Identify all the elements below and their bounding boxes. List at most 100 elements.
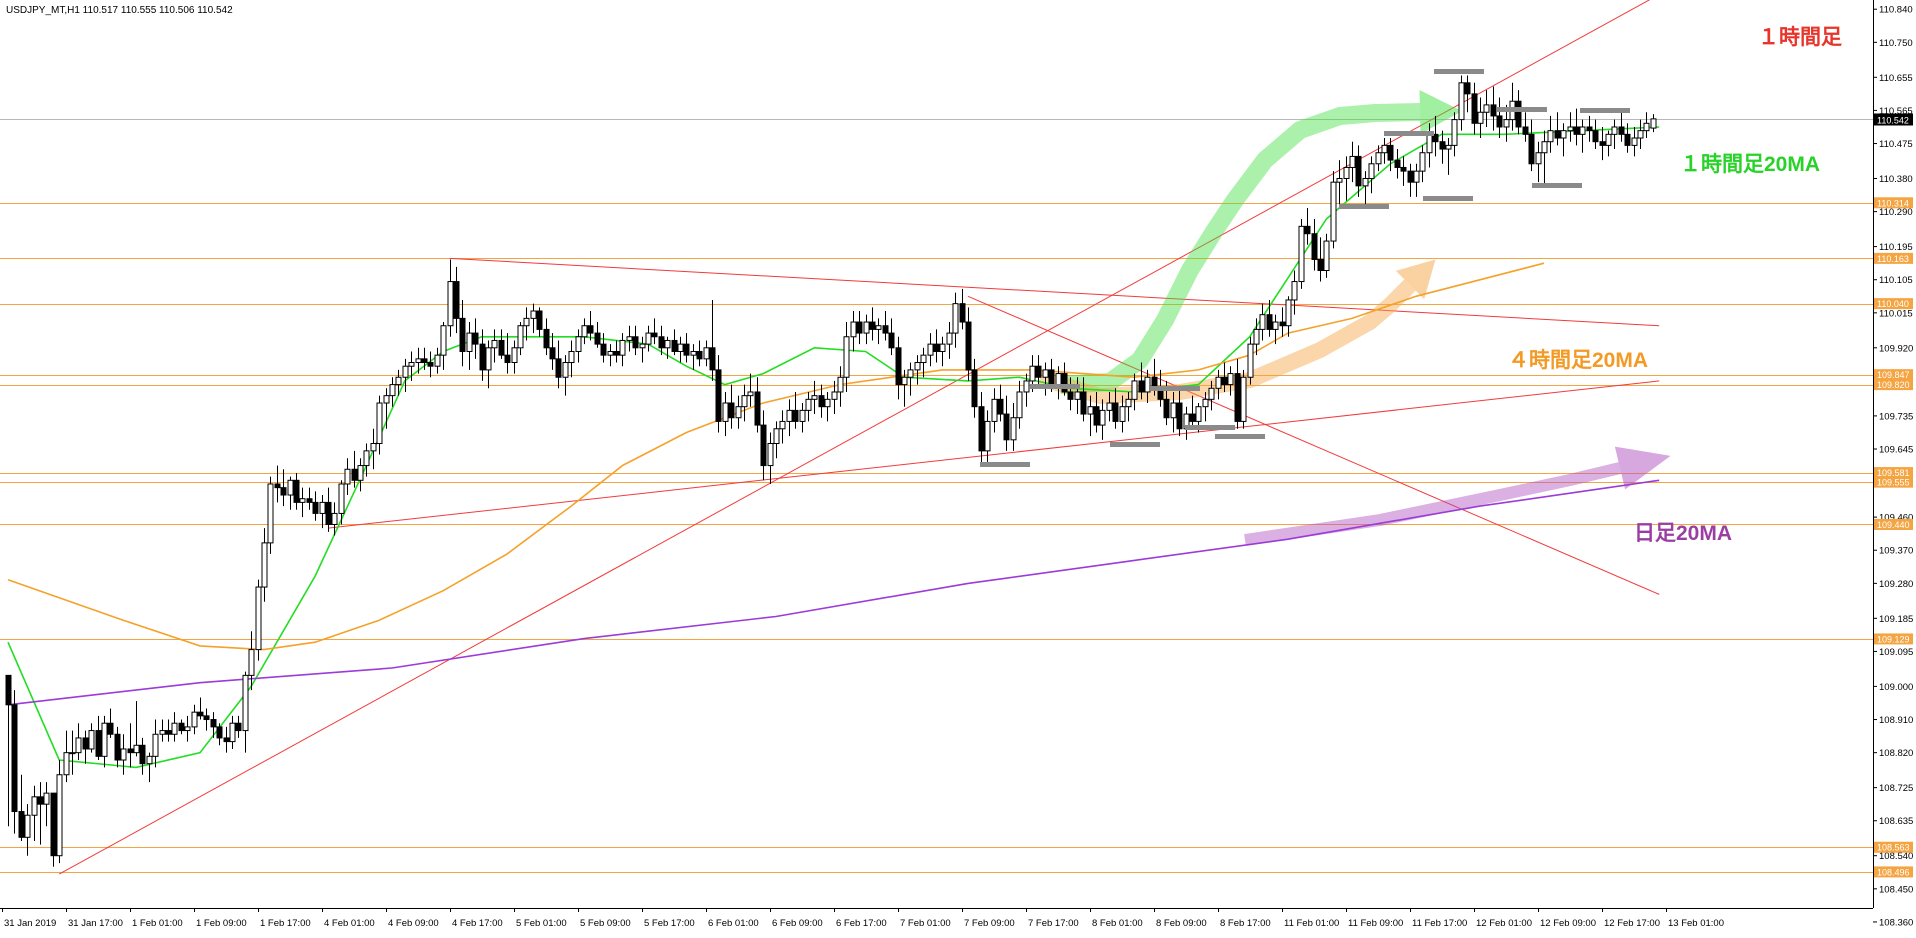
candle-body	[472, 332, 479, 345]
x-tick-label: 8 Feb 17:00	[1220, 918, 1271, 929]
candle-body	[543, 328, 550, 349]
candle-body	[415, 358, 422, 364]
y-tick-label: 110.565	[1879, 106, 1913, 117]
candle-body	[568, 350, 575, 364]
candle-body	[837, 376, 844, 393]
current-price-label-bg	[1874, 113, 1913, 126]
candle-body	[818, 395, 825, 408]
candle-body	[773, 428, 780, 444]
candle-body	[779, 420, 786, 430]
x-tick-label: 7 Feb 17:00	[1028, 918, 1079, 929]
level-label: 110.163	[1877, 254, 1909, 264]
candle-body	[210, 719, 217, 728]
candle-body	[139, 744, 146, 765]
candle-body	[581, 325, 588, 338]
candle-body	[127, 748, 134, 754]
y-tick-label: 109.000	[1879, 682, 1913, 693]
level-label-bg	[1874, 866, 1913, 878]
candle-body	[1291, 281, 1298, 301]
candle-body	[351, 468, 358, 481]
candle-body	[1567, 126, 1574, 132]
y-tick-label: 109.645	[1879, 445, 1913, 456]
y-tick-label: 108.450	[1879, 884, 1913, 895]
candle-body	[517, 325, 524, 349]
candle-body	[754, 391, 761, 426]
candle-body	[1605, 133, 1612, 146]
candle-body	[1496, 115, 1503, 128]
candle-body	[971, 369, 978, 408]
candle-body	[594, 332, 601, 345]
candle-body	[1483, 104, 1490, 113]
candle-body	[434, 354, 441, 367]
candle-body	[191, 711, 198, 728]
annotation-1h-20ma: １時間足20MA	[1680, 152, 1820, 176]
candle-body	[1528, 133, 1535, 165]
candle-body	[978, 406, 985, 452]
candle-body	[626, 336, 633, 341]
candle-body	[1394, 159, 1401, 168]
candle-body	[1387, 144, 1394, 161]
candle-body	[223, 737, 230, 743]
candle-body	[562, 362, 569, 378]
candle-body	[1304, 225, 1311, 235]
candle-body	[1624, 133, 1631, 146]
candle-body	[824, 398, 831, 408]
candle-body	[504, 354, 511, 364]
level-label-bg	[1874, 252, 1913, 264]
candle-body	[1586, 126, 1593, 132]
highlight-arrows	[1037, 90, 1671, 546]
candle-body	[1080, 391, 1087, 415]
candle-body	[1298, 225, 1305, 283]
candle-body	[491, 339, 498, 349]
swing-marker	[1384, 131, 1434, 136]
candle-body	[1432, 133, 1439, 143]
candle-body	[1010, 417, 1017, 441]
candle-body	[690, 350, 697, 356]
candle-body	[453, 281, 460, 319]
candle-body	[587, 325, 594, 334]
x-tick-label: 5 Feb 01:00	[516, 918, 567, 929]
candle-body	[530, 310, 537, 319]
candle-body	[1138, 380, 1145, 393]
candle-body	[696, 350, 703, 360]
x-tick-label: 11 Feb 09:00	[1348, 918, 1403, 929]
candle-body	[75, 737, 82, 754]
candle-body	[338, 483, 345, 514]
swing-marker	[1150, 386, 1200, 391]
level-label: 109.820	[1877, 380, 1910, 390]
candle-body	[1176, 402, 1183, 430]
candle-body	[1599, 141, 1606, 146]
candle-body	[1208, 387, 1215, 400]
candle-body	[869, 321, 876, 330]
candle-body	[1547, 130, 1554, 143]
y-tick-label: 108.635	[1879, 816, 1913, 827]
candle-body	[101, 722, 108, 757]
x-tick-label: 13 Feb 01:00	[1668, 918, 1724, 929]
axes	[0, 0, 1877, 923]
candle-body	[1317, 258, 1324, 272]
x-tick-label: 1 Feb 09:00	[196, 918, 247, 929]
candle-body	[984, 420, 991, 452]
candle-body	[357, 465, 364, 481]
candle-body	[1611, 126, 1618, 135]
swing-marker	[1030, 384, 1080, 389]
candle-body	[1279, 321, 1286, 327]
candle-body	[767, 442, 774, 467]
candle-body	[671, 339, 678, 352]
level-label: 108.563	[1877, 843, 1910, 853]
candle-body	[1247, 343, 1254, 378]
x-tick-label: 8 Feb 01:00	[1092, 918, 1143, 929]
candle-body	[1189, 413, 1196, 422]
candle-body	[760, 424, 767, 467]
candle-body	[1202, 398, 1209, 408]
candle-body	[1125, 398, 1132, 408]
x-tick-label: 11 Feb 01:00	[1284, 918, 1339, 929]
candle-body	[479, 343, 486, 371]
candle-body	[901, 376, 908, 386]
purple-arrow-head	[1614, 446, 1671, 490]
x-tick-label: 7 Feb 09:00	[964, 918, 1015, 929]
candle-body	[703, 347, 710, 360]
candle-body	[1061, 373, 1068, 393]
candle-body	[114, 733, 121, 761]
y-tick-label: 110.105	[1879, 275, 1913, 286]
